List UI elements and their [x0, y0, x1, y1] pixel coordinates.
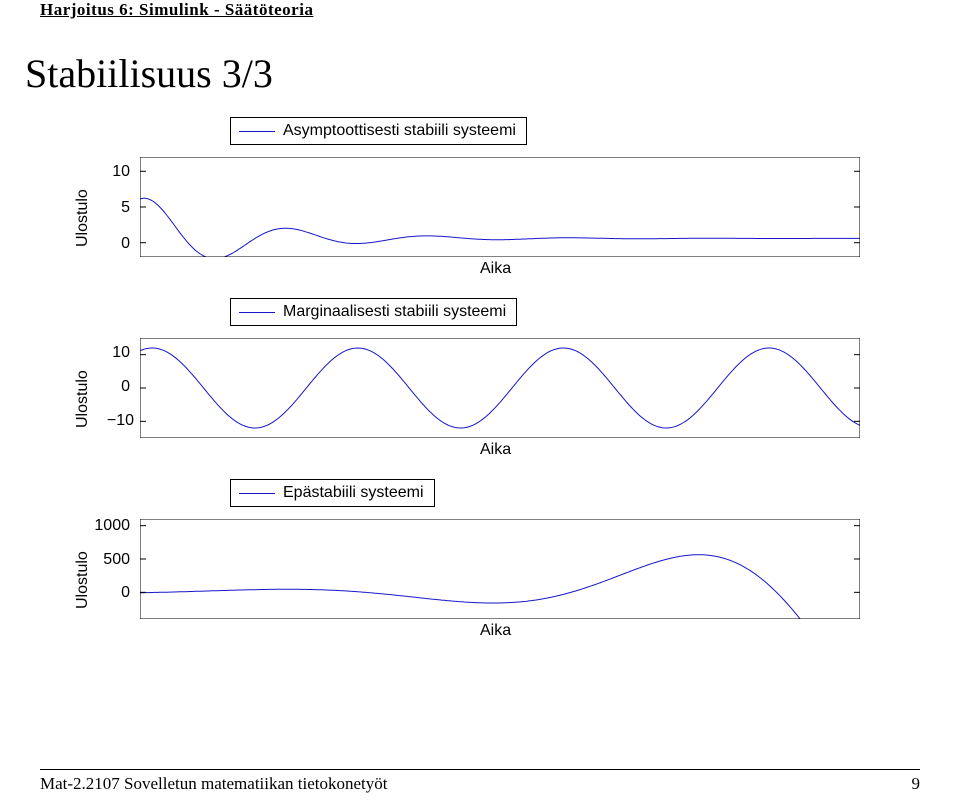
plot-asymptotic	[140, 157, 860, 257]
plot-unstable	[140, 519, 860, 619]
legend-label: Epästabiili systeemi	[283, 484, 424, 502]
ytick-3-1: 500	[80, 551, 130, 569]
ytick-3-2: 1000	[80, 517, 130, 535]
legend-label: Asymptoottisesti stabiili systeemi	[283, 122, 516, 140]
legend-line-icon	[239, 312, 275, 313]
page-footer: Mat-2.2107 Sovelletun matematiikan tieto…	[40, 769, 920, 794]
ylabel-1: Ulostulo	[74, 189, 92, 247]
ytick-1-2: 10	[98, 163, 130, 181]
page-title: Stabiilisuus 3/3	[0, 20, 960, 117]
ytick-1-0: 0	[98, 235, 130, 253]
xlabel-1: Aika	[480, 260, 511, 278]
ytick-2-1: 0	[92, 378, 130, 396]
legend-line-icon	[239, 131, 275, 132]
legend-unstable: Epästabiili systeemi	[230, 479, 435, 507]
ytick-2-2: 10	[92, 344, 130, 362]
chart-marginal: Marginaalisesti stabiili systeemi Ulostu…	[60, 298, 900, 473]
xlabel-2: Aika	[480, 441, 511, 459]
footer-left: Mat-2.2107 Sovelletun matematiikan tieto…	[40, 774, 388, 794]
legend-marginal: Marginaalisesti stabiili systeemi	[230, 298, 517, 326]
charts-container: Asymptoottisesti stabiili systeemi Ulost…	[0, 117, 960, 654]
ytick-1-1: 5	[98, 199, 130, 217]
page-header: Harjoitus 6: Simulink - Säätöteoria	[0, 0, 960, 20]
legend-label: Marginaalisesti stabiili systeemi	[283, 303, 506, 321]
xlabel-3: Aika	[480, 622, 511, 640]
legend-line-icon	[239, 493, 275, 494]
plot-marginal	[140, 338, 860, 438]
ytick-2-0-neg: −10	[86, 412, 134, 430]
legend-asymptotic: Asymptoottisesti stabiili systeemi	[230, 117, 527, 145]
chart-unstable: Epästabiili systeemi Ulostulo 1000 500 0…	[60, 479, 900, 654]
footer-page-number: 9	[912, 774, 921, 794]
chart-asymptotic: Asymptoottisesti stabiili systeemi Ulost…	[60, 117, 900, 292]
ytick-3-0: 0	[80, 584, 130, 602]
